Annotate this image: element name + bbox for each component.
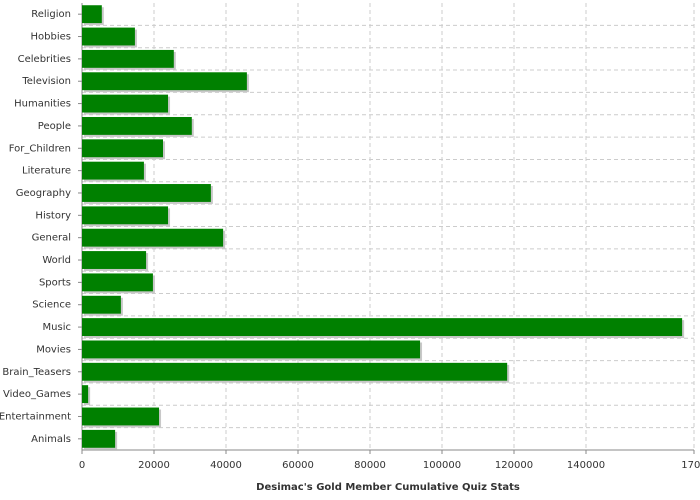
bar <box>82 72 247 91</box>
y-tick-label: Brain_Teasers <box>2 367 71 378</box>
y-tick-label: Movies <box>36 344 71 355</box>
x-tick-label: 120000 <box>495 460 533 471</box>
y-tick-label: Entertainment <box>0 411 71 422</box>
y-tick-label: Geography <box>16 188 71 199</box>
y-tick-label: General <box>32 233 71 244</box>
y-tick-label: History <box>35 210 71 221</box>
bar <box>82 49 174 68</box>
y-tick-label: Sports <box>39 277 71 288</box>
y-tick-label: World <box>42 255 71 266</box>
x-tick-label: 20000 <box>138 460 170 471</box>
bar <box>82 362 508 381</box>
bar <box>82 184 211 202</box>
bar <box>82 206 169 225</box>
y-tick-label: Animals <box>31 434 71 445</box>
y-tick-label: Literature <box>22 166 71 177</box>
x-tick-label: 0 <box>79 460 85 471</box>
bar <box>82 407 160 426</box>
y-tick-label: Religion <box>31 9 71 20</box>
bar <box>82 429 116 448</box>
bar <box>82 94 169 113</box>
x-tick-label: 100000 <box>423 460 461 471</box>
bar <box>82 161 144 180</box>
bar <box>82 385 89 404</box>
x-tick-label: 1700 <box>681 460 700 471</box>
bar <box>82 5 102 24</box>
y-tick-label: Music <box>43 322 71 333</box>
bar <box>82 228 224 247</box>
y-tick-label: People <box>38 121 71 132</box>
y-tick-label: For_Children <box>9 143 71 154</box>
bar <box>82 116 192 135</box>
x-tick-label: 140000 <box>567 460 605 471</box>
y-tick-label: Humanities <box>14 99 71 110</box>
y-tick-label: Celebrities <box>18 54 71 65</box>
y-tick-label: Video_Games <box>3 389 71 400</box>
y-tick-label: Science <box>32 300 71 311</box>
x-tick-label: 40000 <box>210 460 242 471</box>
x-tick-label: 80000 <box>354 460 386 471</box>
bar <box>82 273 153 292</box>
y-tick-label: Hobbies <box>31 32 71 43</box>
bar <box>82 340 421 359</box>
bar <box>82 295 121 314</box>
bar <box>82 251 147 269</box>
bar <box>82 139 163 158</box>
x-tick-label: 60000 <box>282 460 314 471</box>
bar <box>82 318 683 337</box>
x-axis-label: Desimac's Gold Member Cumulative Quiz St… <box>256 482 520 493</box>
bar <box>82 27 135 46</box>
y-tick-label: Television <box>21 76 71 87</box>
